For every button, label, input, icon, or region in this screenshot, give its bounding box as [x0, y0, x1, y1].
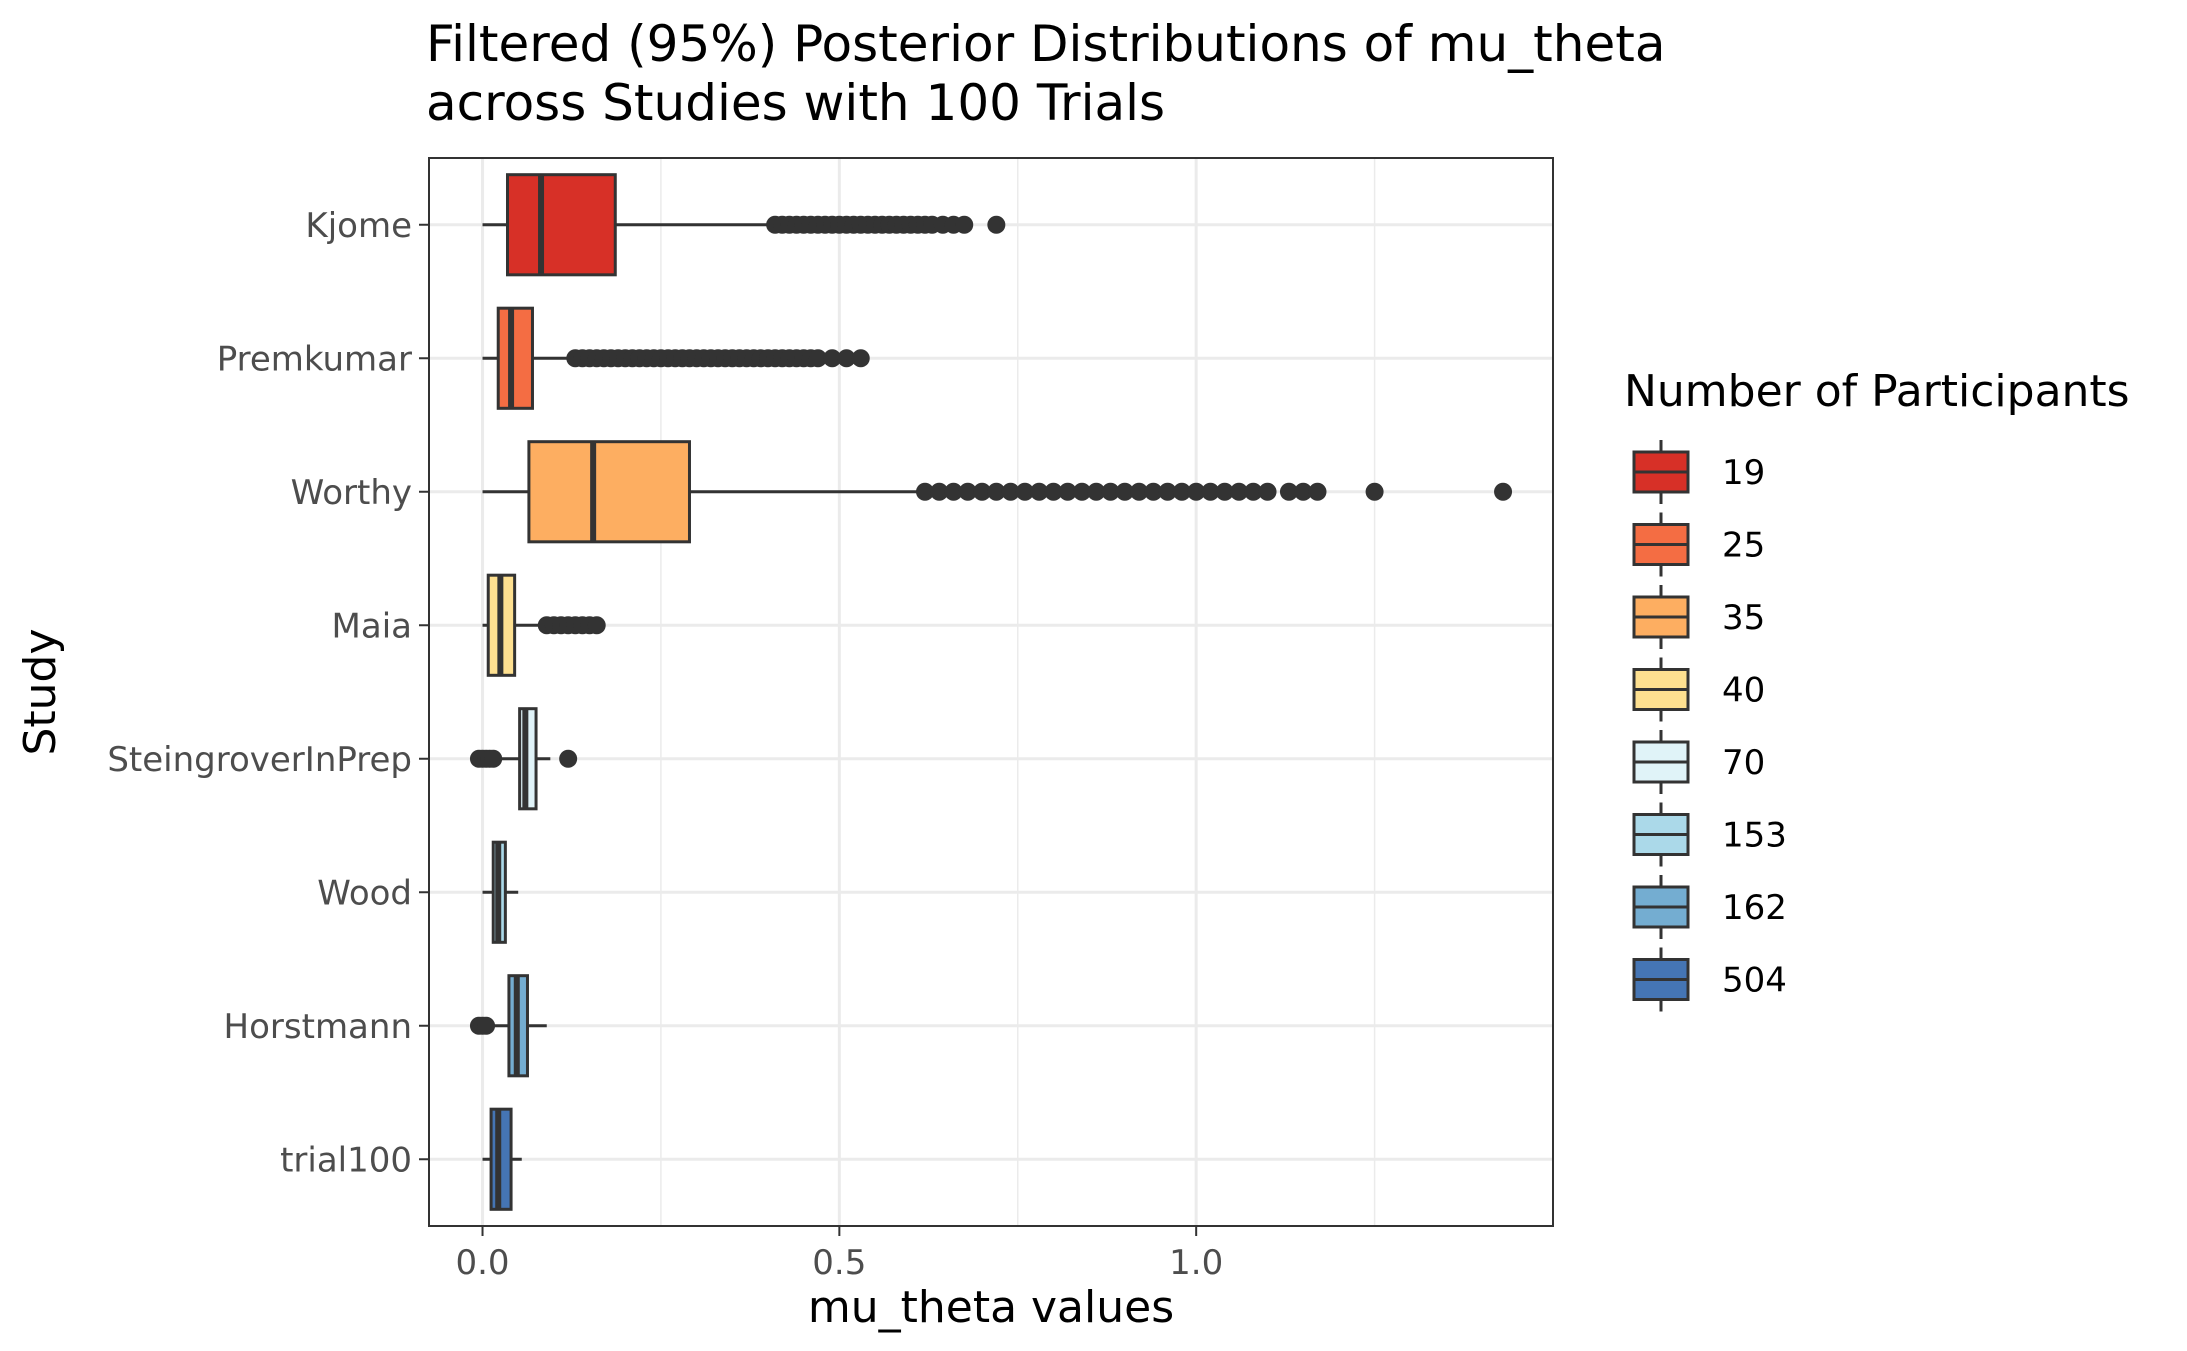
y-tick-label: Wood	[317, 873, 412, 913]
y-tick-label: SteingroverInPrep	[107, 740, 412, 780]
outlier-point	[823, 349, 842, 368]
y-tick-label: Maia	[332, 606, 412, 646]
outlier-point	[587, 616, 606, 635]
outlier-point	[1187, 482, 1206, 501]
plot-boxes	[469, 173, 1513, 1211]
box-Worthy	[482, 440, 1513, 544]
iqr-box	[527, 440, 691, 544]
outlier-point	[930, 482, 949, 501]
outlier-point	[1258, 482, 1277, 501]
legend-label: 153	[1722, 816, 1787, 856]
outlier-point	[973, 482, 992, 501]
outlier-point	[1001, 482, 1020, 501]
outlier-point	[1115, 482, 1134, 501]
chart-title-line-1: Filtered (95%) Posterior Distributions o…	[426, 15, 1665, 73]
y-tick-label: trial100	[280, 1140, 412, 1180]
outlier-point	[1087, 482, 1106, 501]
legend-item-40: 40	[1632, 657, 1765, 722]
outlier-point	[808, 349, 827, 368]
legend-label: 40	[1722, 671, 1765, 711]
legend-item-35: 35	[1632, 585, 1765, 649]
outlier-point	[1144, 482, 1163, 501]
legend-label: 35	[1722, 598, 1765, 638]
outlier-point	[1294, 482, 1313, 501]
legend: 19 25 35 40 70 153 162 504	[1632, 440, 1787, 1012]
outlier-point	[1130, 482, 1149, 501]
plot-grid	[429, 158, 1553, 1226]
y-axis-ticks: Kjome Premkumar Worthy Maia SteingroverInPre…	[107, 206, 429, 1180]
outlier-point	[955, 215, 974, 234]
legend-label: 19	[1722, 453, 1765, 493]
x-axis-ticks: 0.0 0.5 1.0	[455, 1226, 1223, 1283]
outlier-point	[1229, 482, 1248, 501]
plot-panel-border	[428, 157, 1554, 1227]
outlier-point	[851, 349, 870, 368]
iqr-box	[506, 173, 617, 277]
outlier-point	[915, 482, 934, 501]
legend-item-504: 504	[1632, 947, 1787, 1012]
outlier-point	[1215, 482, 1234, 501]
iqr-box	[496, 306, 534, 410]
x-tick-label: 0.0	[455, 1243, 509, 1283]
y-tick-label: Horstmann	[224, 1007, 412, 1047]
box-Premkumar	[482, 306, 870, 410]
box-Kjome	[482, 173, 1006, 277]
outlier-point	[1172, 482, 1191, 501]
box-SteingroverInPrep	[469, 707, 578, 811]
y-tick-label: Kjome	[305, 206, 412, 246]
x-tick-label: 1.0	[1169, 1243, 1223, 1283]
outlier-point	[1101, 482, 1120, 501]
outlier-point	[477, 1016, 496, 1035]
outlier-point	[1058, 482, 1077, 501]
box-Maia	[482, 573, 606, 677]
outlier-point	[1365, 482, 1384, 501]
box-Horstmann	[469, 974, 547, 1078]
legend-label: 504	[1722, 961, 1787, 1001]
x-tick-label: 0.5	[812, 1243, 866, 1283]
legend-item-153: 153	[1632, 802, 1787, 867]
legend-title: Number of Participants	[1624, 366, 2130, 417]
y-axis-title: Study	[15, 628, 66, 755]
outlier-point	[987, 215, 1006, 234]
legend-item-70: 70	[1632, 730, 1765, 794]
outlier-point	[958, 482, 977, 501]
outlier-point	[944, 482, 963, 501]
chart-title-line-2: across Studies with 100 Trials	[426, 74, 1165, 132]
outlier-point	[837, 349, 856, 368]
legend-label: 70	[1722, 743, 1765, 783]
box-Wood	[482, 840, 519, 944]
outlier-point	[1279, 482, 1298, 501]
y-tick-label: Premkumar	[217, 339, 412, 379]
outlier-point	[1030, 482, 1049, 501]
outlier-point	[1201, 482, 1220, 501]
legend-label: 25	[1722, 526, 1765, 566]
x-axis-title: mu_theta values	[808, 1282, 1174, 1333]
outlier-point	[1044, 482, 1063, 501]
outlier-point	[1015, 482, 1034, 501]
outlier-point	[1308, 482, 1327, 501]
outlier-point	[1158, 482, 1177, 501]
legend-label: 162	[1722, 888, 1787, 928]
outlier-point	[987, 482, 1006, 501]
outlier-point	[559, 749, 578, 768]
outlier-point	[1072, 482, 1091, 501]
outlier-point	[1244, 482, 1263, 501]
outlier-point	[484, 749, 503, 768]
y-tick-label: Worthy	[291, 473, 412, 513]
box-trial100	[482, 1107, 522, 1211]
legend-item-19: 19	[1632, 440, 1765, 504]
outlier-point	[1494, 482, 1513, 501]
legend-item-25: 25	[1632, 512, 1765, 577]
legend-item-162: 162	[1632, 875, 1787, 939]
